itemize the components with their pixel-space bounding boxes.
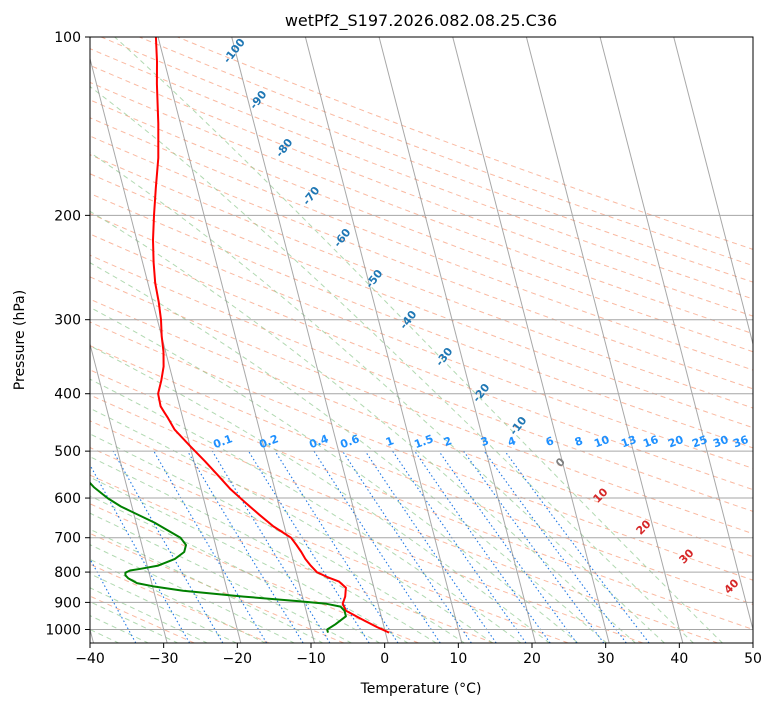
x-tick-label: −10 xyxy=(296,651,326,667)
y-tick-label: 600 xyxy=(54,491,81,507)
y-tick-label: 800 xyxy=(54,565,81,581)
y-tick-label: 700 xyxy=(54,531,81,547)
x-tick-label: 20 xyxy=(523,651,541,667)
y-axis-label: Pressure (hPa) xyxy=(12,290,28,390)
y-tick-label: 200 xyxy=(54,208,81,224)
y-tick-label: 400 xyxy=(54,387,81,403)
x-tick-label: 10 xyxy=(449,651,467,667)
mixing-ratio-line xyxy=(0,451,86,643)
y-tick-label: 100 xyxy=(54,30,81,46)
x-tick-label: 0 xyxy=(380,651,389,667)
chart-title: wetPf2_S197.2026.082.08.25.C36 xyxy=(285,11,557,31)
x-tick-label: −40 xyxy=(75,651,105,667)
x-tick-label: −20 xyxy=(223,651,253,667)
x-tick-label: 30 xyxy=(597,651,615,667)
x-axis-label: Temperature (°C) xyxy=(360,681,482,697)
y-tick-label: 900 xyxy=(54,595,81,611)
plot-area xyxy=(90,37,753,643)
x-tick-label: 50 xyxy=(744,651,762,667)
x-tick-label: 40 xyxy=(670,651,688,667)
y-tick-label: 1000 xyxy=(45,623,81,639)
y-tick-label: 500 xyxy=(54,444,81,460)
y-tick-label: 300 xyxy=(54,313,81,329)
x-tick-label: −30 xyxy=(149,651,179,667)
